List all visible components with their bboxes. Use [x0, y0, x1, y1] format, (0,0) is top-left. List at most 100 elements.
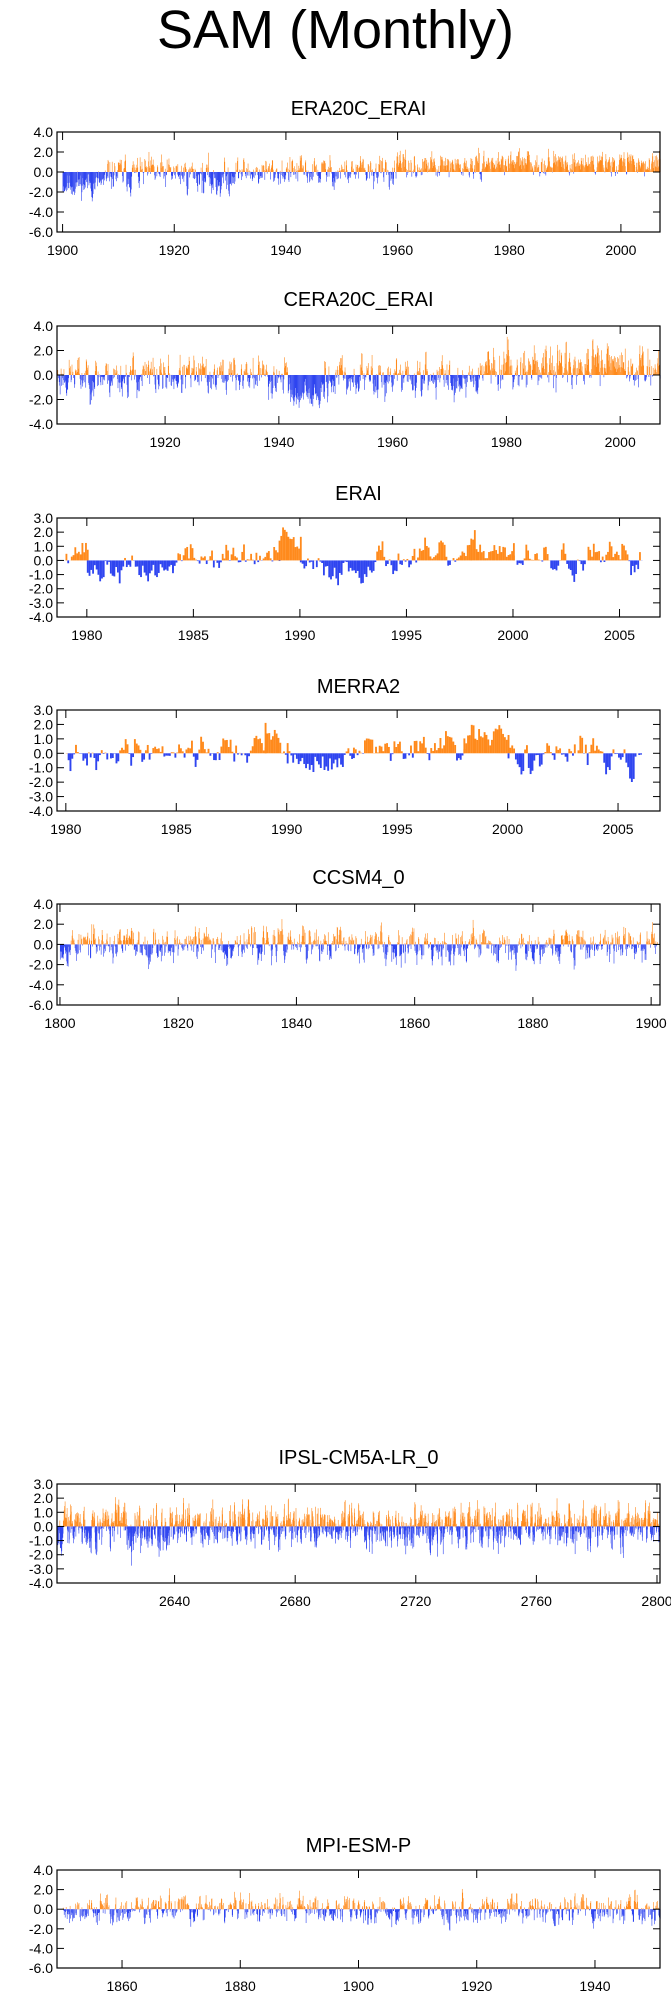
- positive-bar: [501, 369, 502, 375]
- positive-bar: [346, 160, 347, 172]
- positive-bar: [630, 935, 632, 945]
- positive-bar: [179, 367, 180, 375]
- positive-bar: [537, 362, 538, 375]
- positive-bar: [87, 365, 89, 375]
- negative-bar: [626, 375, 628, 378]
- positive-bar: [658, 166, 659, 172]
- positive-bar: [658, 366, 660, 375]
- positive-bar: [132, 357, 133, 375]
- negative-bar: [141, 753, 144, 762]
- negative-bar: [478, 375, 480, 376]
- negative-bar: [453, 375, 455, 403]
- positive-bar: [653, 168, 654, 172]
- positive-bar: [492, 731, 495, 754]
- positive-bar: [184, 163, 186, 172]
- negative-bar: [196, 944, 198, 959]
- positive-bar: [468, 941, 470, 945]
- positive-bar: [602, 151, 603, 172]
- positive-bar: [251, 927, 253, 945]
- positive-bar: [258, 169, 260, 172]
- positive-bar: [138, 932, 140, 945]
- negative-bar: [294, 375, 296, 398]
- positive-bar: [432, 166, 434, 172]
- negative-bar: [110, 944, 112, 951]
- positive-bar: [202, 741, 204, 754]
- negative-bar: [104, 560, 107, 562]
- negative-bar: [108, 944, 109, 947]
- positive-bar: [565, 363, 566, 375]
- negative-bar: [101, 375, 102, 377]
- negative-bar: [70, 944, 71, 950]
- positive-bar: [617, 367, 619, 375]
- negative-bar: [411, 375, 412, 385]
- positive-bar: [649, 159, 650, 172]
- positive-bar: [550, 938, 551, 945]
- negative-bar: [518, 560, 521, 564]
- negative-bar: [230, 944, 232, 959]
- positive-bar: [567, 171, 569, 172]
- positive-bar: [176, 166, 178, 172]
- positive-bar: [527, 550, 529, 561]
- positive-bar: [249, 934, 250, 945]
- negative-bar: [287, 375, 289, 394]
- negative-bar: [526, 944, 528, 957]
- negative-bar: [449, 944, 451, 961]
- negative-bar: [224, 944, 226, 951]
- positive-bar: [519, 943, 521, 945]
- negative-bar: [170, 944, 171, 956]
- positive-bar: [184, 548, 187, 561]
- negative-bar: [280, 172, 281, 184]
- negative-bar: [500, 375, 501, 389]
- negative-bar: [95, 172, 96, 183]
- negative-bar: [111, 375, 113, 386]
- positive-bar: [162, 166, 164, 172]
- positive-bar: [478, 163, 480, 172]
- negative-bar: [610, 753, 613, 757]
- positive-bar: [616, 362, 617, 375]
- negative-bar: [270, 375, 271, 376]
- negative-bar: [79, 375, 81, 379]
- positive-bar: [257, 739, 260, 754]
- positive-bar: [250, 553, 253, 561]
- negative-bar: [592, 944, 593, 951]
- negative-bar: [100, 172, 101, 182]
- positive-bar: [241, 169, 243, 172]
- positive-bar: [429, 169, 430, 172]
- positive-bar: [371, 169, 372, 172]
- negative-bar: [95, 560, 98, 570]
- negative-bar: [117, 172, 119, 179]
- positive-bar: [549, 752, 552, 754]
- negative-bar: [238, 375, 240, 380]
- negative-bar: [105, 172, 106, 173]
- negative-bar: [65, 172, 67, 187]
- positive-bar: [126, 372, 127, 375]
- positive-bar: [146, 364, 147, 375]
- negative-bar: [60, 944, 62, 952]
- positive-bar: [72, 930, 73, 945]
- positive-bar: [659, 150, 660, 172]
- negative-bar: [120, 375, 121, 383]
- positive-bar: [398, 741, 401, 754]
- negative-bar: [422, 944, 423, 956]
- negative-bar: [537, 375, 539, 386]
- x-tick-label: 1980: [71, 627, 102, 643]
- positive-bar: [426, 371, 427, 375]
- positive-bar: [191, 548, 194, 561]
- positive-bar: [484, 161, 485, 172]
- negative-bar: [74, 375, 75, 388]
- positive-bar: [534, 554, 537, 561]
- positive-bar: [266, 169, 267, 172]
- negative-bar: [383, 172, 385, 182]
- positive-bar: [198, 932, 199, 945]
- negative-bar: [227, 375, 228, 382]
- positive-bar: [209, 940, 211, 945]
- positive-bar: [587, 348, 589, 375]
- negative-bar: [552, 944, 553, 956]
- negative-bar: [300, 375, 301, 401]
- positive-bar: [436, 369, 438, 375]
- negative-bar: [414, 375, 416, 386]
- negative-bar: [428, 944, 430, 948]
- negative-bar: [164, 944, 165, 956]
- positive-bar: [612, 749, 615, 754]
- positive-bar: [71, 1511, 72, 1527]
